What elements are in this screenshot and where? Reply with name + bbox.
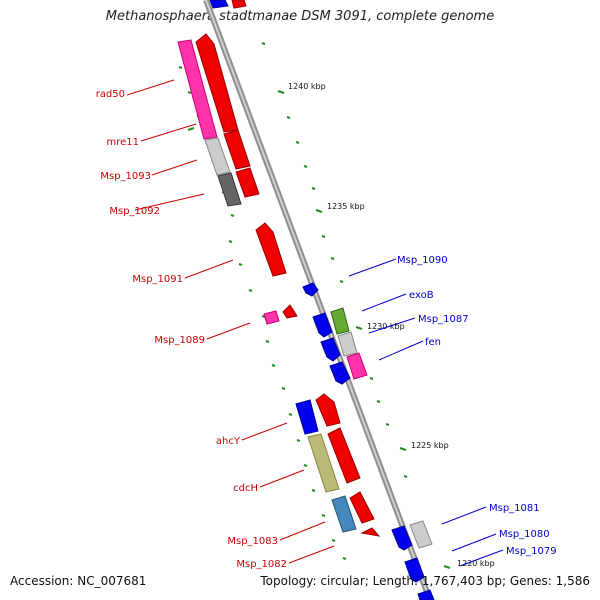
gene-msp1093-product — [235, 167, 260, 198]
gene-rad50 — [177, 39, 218, 140]
reverse-labels: rad50 mre11 Msp_1093 Msp_1092 Msp_1091 M… — [96, 89, 287, 570]
gene-ahcy-red — [315, 393, 341, 427]
gene-msp1090 — [302, 282, 319, 297]
reverse-label-leaders — [126, 79, 335, 564]
gene-msp1093 — [217, 172, 242, 207]
forward-strand-features — [209, 0, 435, 600]
tick-label-1220: 1220 kbp — [457, 559, 495, 568]
gene-fen-blue — [329, 361, 351, 385]
label-msp1092: Msp_1092 — [109, 206, 160, 217]
forward-label-leaders — [348, 258, 504, 567]
tick-label-1240: 1240 kbp — [288, 82, 326, 91]
gene-msp1083-steel — [331, 495, 357, 533]
gene-top-blue — [209, 0, 229, 9]
gene-msp1081-grey — [409, 520, 433, 549]
label-msp1087: Msp_1087 — [418, 314, 469, 325]
tick-label-1235: 1235 kbp — [327, 202, 365, 211]
label-msp1089: Msp_1089 — [154, 335, 205, 346]
genome-backbone — [203, 0, 433, 600]
label-msp1093: Msp_1093 — [100, 171, 151, 182]
genome-summary-text: Topology: circular; Length: 1,767,403 bp… — [260, 574, 590, 588]
gene-mre11 — [204, 137, 231, 176]
gene-cdch-olive — [307, 433, 340, 493]
label-msp1082: Msp_1082 — [236, 559, 287, 570]
label-ahcy: ahcY — [216, 436, 241, 447]
gene-msp1081-blue — [391, 525, 413, 551]
gene-top-red — [231, 0, 247, 9]
gene-msp1087-blue — [320, 337, 341, 362]
accession-text: Accession: NC_007681 — [10, 574, 147, 588]
gene-exob-blue — [312, 312, 333, 338]
label-fen: fen — [425, 337, 441, 348]
label-exob: exoB — [409, 290, 434, 301]
gene-fen-pink — [346, 352, 368, 380]
label-msp1079: Msp_1079 — [506, 546, 557, 557]
gene-exob-green — [330, 307, 350, 335]
gene-ahcy-blue — [295, 399, 319, 435]
label-rad50: rad50 — [96, 89, 125, 100]
gene-msp1082-red — [360, 527, 381, 537]
label-msp1083: Msp_1083 — [227, 536, 278, 547]
genome-title: Methanosphaera stadtmanae DSM 3091, comp… — [105, 9, 495, 24]
label-msp1091: Msp_1091 — [132, 274, 183, 285]
reverse-strand-features — [177, 0, 381, 537]
label-msp1081: Msp_1081 — [489, 503, 540, 514]
gene-msp1091 — [255, 222, 287, 277]
tick-label-1225: 1225 kbp — [411, 441, 449, 450]
gene-mre11-product — [223, 129, 251, 170]
label-cdch: cdcH — [233, 483, 258, 494]
gene-msp1079-blue — [404, 557, 425, 583]
tick-label-1230: 1230 kbp — [367, 322, 405, 331]
label-msp1080: Msp_1080 — [499, 529, 550, 540]
gene-msp1083-red — [349, 491, 375, 524]
scale-ticks — [178, 42, 451, 569]
gene-msp1089-pink — [263, 310, 280, 325]
gene-bottom-blue — [417, 589, 435, 600]
gene-msp1089-red — [282, 304, 298, 319]
forward-labels: Msp_1090 exoB Msp_1087 fen Msp_1081 Msp_… — [397, 255, 557, 557]
gene-rad50-product — [195, 33, 239, 133]
label-mre11: mre11 — [106, 137, 139, 148]
label-msp1090: Msp_1090 — [397, 255, 448, 266]
gene-msp1087-grey — [337, 331, 358, 357]
gene-cdch-red — [327, 427, 361, 484]
